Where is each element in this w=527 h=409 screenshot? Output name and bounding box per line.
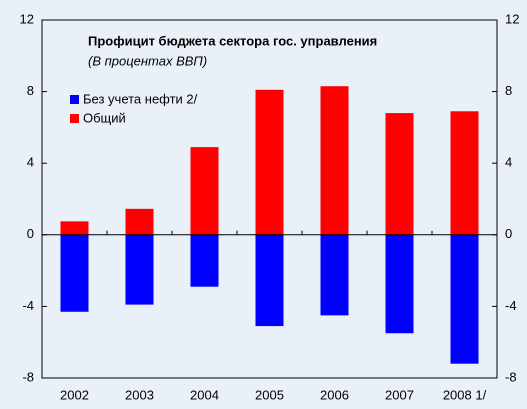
bar bbox=[320, 234, 349, 316]
bar bbox=[190, 234, 219, 287]
bar bbox=[320, 86, 349, 235]
bar bbox=[450, 234, 479, 364]
x-tick-label: 2003 bbox=[125, 387, 154, 402]
bar bbox=[450, 111, 479, 235]
bar bbox=[125, 234, 154, 305]
y2-tick-label: -4 bbox=[505, 298, 517, 313]
legend-label: Общий bbox=[83, 110, 126, 125]
x-tick-label: 2005 bbox=[255, 387, 284, 402]
y2-tick-label: -8 bbox=[505, 369, 517, 384]
y-tick-label: -8 bbox=[22, 369, 34, 384]
plot-frame bbox=[41, 19, 498, 379]
legend-label: Без учета нефти 2/ bbox=[83, 91, 198, 106]
y2-tick-label: 8 bbox=[505, 83, 512, 98]
y2-tick-label: 0 bbox=[505, 226, 512, 241]
bar bbox=[60, 234, 89, 312]
legend-swatch bbox=[70, 95, 79, 104]
y-tick-label: 12 bbox=[20, 11, 34, 26]
x-tick-label: 2002 bbox=[60, 387, 89, 402]
bar bbox=[125, 208, 154, 235]
y-tick-label: 8 bbox=[27, 83, 34, 98]
y2-tick-label: 4 bbox=[505, 155, 512, 170]
chart-title: Профицит бюджета сектора гос. управления bbox=[88, 33, 377, 48]
y-tick-label: 4 bbox=[27, 155, 34, 170]
bar bbox=[255, 89, 284, 235]
chart-subtitle: (В процентах ВВП) bbox=[88, 53, 207, 68]
bar bbox=[385, 113, 414, 235]
bar bbox=[190, 147, 219, 235]
bar bbox=[385, 234, 414, 334]
y-tick-label: 0 bbox=[27, 226, 34, 241]
x-tick-label: 2007 bbox=[385, 387, 414, 402]
bar bbox=[60, 221, 89, 235]
x-tick-label: 2008 1/ bbox=[443, 387, 487, 402]
legend-swatch bbox=[70, 114, 79, 123]
bar bbox=[255, 234, 284, 327]
x-tick-label: 2004 bbox=[190, 387, 219, 402]
x-tick-label: 2006 bbox=[320, 387, 349, 402]
y2-tick-label: 12 bbox=[505, 11, 519, 26]
y-tick-label: -4 bbox=[22, 298, 34, 313]
